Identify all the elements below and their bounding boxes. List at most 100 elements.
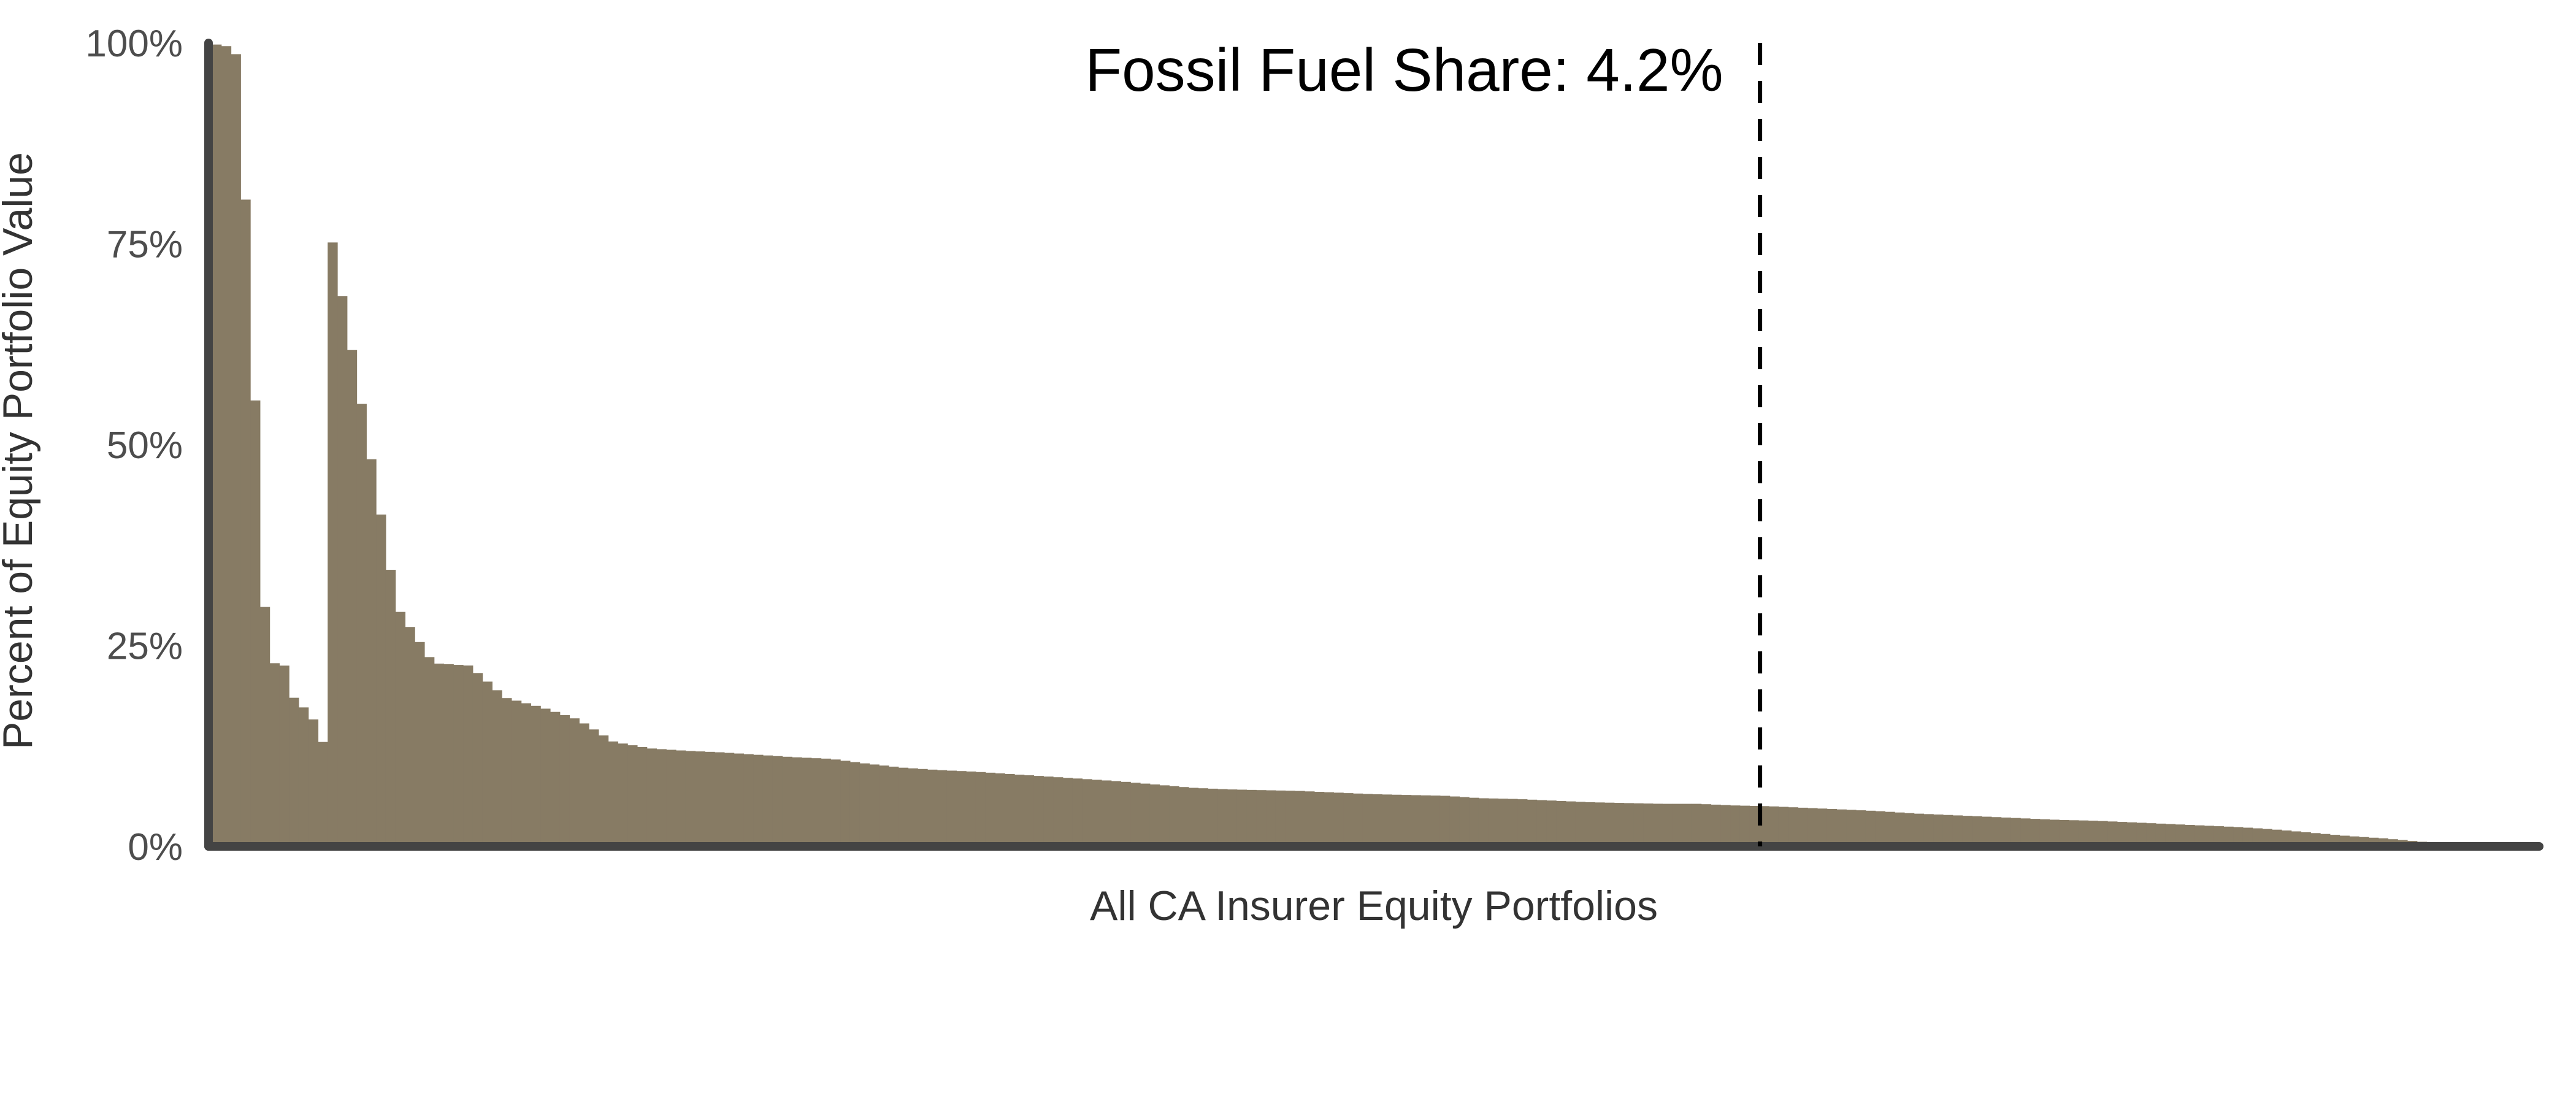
bar bbox=[1904, 813, 1915, 846]
bar bbox=[356, 404, 367, 846]
bar bbox=[1972, 816, 1982, 846]
bar bbox=[1895, 812, 1905, 846]
bar bbox=[2030, 819, 2041, 846]
bar bbox=[1778, 807, 1789, 846]
bar bbox=[975, 772, 986, 846]
bar bbox=[1885, 811, 1895, 846]
bar bbox=[1275, 790, 1286, 846]
bar bbox=[1991, 817, 2002, 846]
bar bbox=[1149, 784, 1160, 846]
bar bbox=[337, 296, 348, 846]
bar bbox=[559, 715, 570, 846]
bar bbox=[1865, 810, 1876, 846]
x-axis-title: All CA Insurer Equity Portfolios bbox=[1090, 883, 1658, 929]
bar bbox=[2214, 826, 2224, 846]
bar bbox=[1856, 810, 1866, 846]
bar bbox=[1246, 789, 1257, 846]
bar bbox=[598, 735, 609, 846]
bar bbox=[2020, 818, 2031, 846]
bar bbox=[1014, 774, 1025, 846]
bar bbox=[2039, 819, 2050, 846]
bar bbox=[705, 751, 715, 846]
bar bbox=[1198, 788, 1208, 846]
bar bbox=[1430, 795, 1441, 846]
bar bbox=[521, 703, 532, 846]
bar bbox=[2107, 821, 2118, 846]
bar bbox=[569, 718, 580, 846]
bar bbox=[840, 761, 851, 846]
bar bbox=[279, 665, 289, 846]
bar bbox=[1682, 803, 1692, 846]
bar bbox=[502, 698, 512, 846]
bar bbox=[927, 769, 938, 846]
bar bbox=[1478, 798, 1489, 846]
bar bbox=[366, 459, 377, 846]
bar bbox=[715, 752, 725, 846]
bar bbox=[956, 771, 967, 846]
y-tick-labels: 0% 25% 50% 75% 100% bbox=[85, 23, 183, 868]
annotation-label: Fossil Fuel Share: 4.2% bbox=[1085, 36, 1723, 104]
bar bbox=[656, 749, 667, 846]
bar bbox=[1488, 798, 1499, 846]
bar bbox=[802, 757, 812, 846]
bar bbox=[1352, 793, 1363, 846]
bar bbox=[1952, 815, 1963, 846]
bar bbox=[1508, 799, 1518, 846]
bar bbox=[212, 44, 222, 847]
bar bbox=[1420, 795, 1431, 846]
bar bbox=[743, 754, 754, 846]
bar bbox=[298, 707, 309, 846]
bar bbox=[511, 700, 522, 846]
bar bbox=[898, 767, 909, 846]
bar bbox=[695, 751, 705, 846]
bar bbox=[869, 764, 880, 846]
bar bbox=[1208, 788, 1218, 846]
bar bbox=[385, 570, 396, 846]
bar bbox=[1614, 803, 1625, 846]
bar bbox=[918, 769, 928, 846]
bar bbox=[1565, 801, 1576, 846]
bar bbox=[1266, 790, 1276, 846]
bar bbox=[608, 741, 618, 846]
bar bbox=[1798, 807, 1808, 846]
y-tick-label: 75% bbox=[107, 224, 183, 266]
bar bbox=[2146, 823, 2156, 846]
bar bbox=[1295, 791, 1305, 846]
bar bbox=[453, 665, 464, 846]
bar bbox=[830, 759, 841, 846]
bar bbox=[318, 742, 328, 846]
bar bbox=[415, 642, 425, 846]
bar bbox=[1227, 789, 1238, 846]
bar bbox=[2242, 827, 2253, 846]
bar bbox=[472, 673, 483, 846]
bar bbox=[618, 743, 628, 846]
bar bbox=[995, 773, 1005, 846]
bar bbox=[676, 750, 686, 846]
bar bbox=[2088, 821, 2098, 846]
bar bbox=[1556, 800, 1566, 846]
bar bbox=[2069, 820, 2079, 846]
bar bbox=[463, 665, 473, 846]
bar bbox=[1720, 805, 1731, 846]
bar bbox=[1672, 803, 1682, 846]
bar bbox=[1072, 778, 1083, 846]
bar bbox=[1769, 806, 1779, 846]
bar bbox=[2223, 826, 2234, 846]
bar bbox=[221, 46, 232, 847]
bar bbox=[1933, 815, 1944, 846]
bar bbox=[1033, 776, 1044, 846]
bar bbox=[985, 772, 996, 846]
bar bbox=[1982, 816, 1992, 846]
bar bbox=[1159, 785, 1170, 846]
bar bbox=[405, 627, 415, 846]
bar bbox=[646, 748, 657, 846]
bar bbox=[627, 745, 638, 846]
bar bbox=[328, 242, 338, 847]
bar bbox=[1711, 804, 1721, 846]
bar bbox=[240, 199, 251, 847]
bar bbox=[2262, 829, 2272, 846]
bar bbox=[347, 350, 358, 846]
bar bbox=[946, 770, 957, 846]
bar bbox=[2165, 824, 2176, 846]
bar bbox=[1382, 794, 1392, 846]
